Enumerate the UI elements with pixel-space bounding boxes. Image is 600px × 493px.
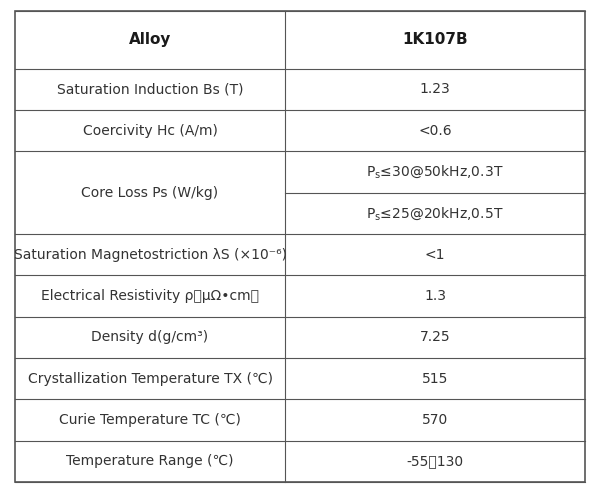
- Text: Crystallization Temperature TX (℃): Crystallization Temperature TX (℃): [28, 372, 272, 386]
- Text: Saturation Induction Bs (T): Saturation Induction Bs (T): [57, 82, 243, 97]
- Text: Saturation Magnetostriction λS (×10⁻⁶): Saturation Magnetostriction λS (×10⁻⁶): [14, 248, 287, 262]
- Text: <1: <1: [425, 248, 445, 262]
- Text: Alloy: Alloy: [129, 32, 171, 47]
- Text: Density d(g/cm³): Density d(g/cm³): [91, 330, 209, 345]
- Text: 570: 570: [422, 413, 448, 427]
- Text: $\mathregular{P_s}$≤25@20kHz,0.5T: $\mathregular{P_s}$≤25@20kHz,0.5T: [366, 205, 504, 222]
- Text: Electrical Resistivity ρ（μΩ•cm）: Electrical Resistivity ρ（μΩ•cm）: [41, 289, 259, 303]
- Text: $\mathregular{P_s}$≤30@50kHz,0.3T: $\mathregular{P_s}$≤30@50kHz,0.3T: [366, 164, 504, 180]
- Text: 1.23: 1.23: [419, 82, 451, 97]
- Text: Curie Temperature TC (℃): Curie Temperature TC (℃): [59, 413, 241, 427]
- Text: 7.25: 7.25: [419, 330, 451, 345]
- Text: 1K107B: 1K107B: [402, 32, 468, 47]
- Text: Core Loss Ps (W/kg): Core Loss Ps (W/kg): [82, 186, 218, 200]
- Text: Temperature Range (℃): Temperature Range (℃): [66, 455, 234, 468]
- Text: Coercivity Hc (A/m): Coercivity Hc (A/m): [83, 124, 217, 138]
- Text: 515: 515: [422, 372, 448, 386]
- Text: <0.6: <0.6: [418, 124, 452, 138]
- Text: -55～130: -55～130: [406, 455, 464, 468]
- Text: 1.3: 1.3: [424, 289, 446, 303]
